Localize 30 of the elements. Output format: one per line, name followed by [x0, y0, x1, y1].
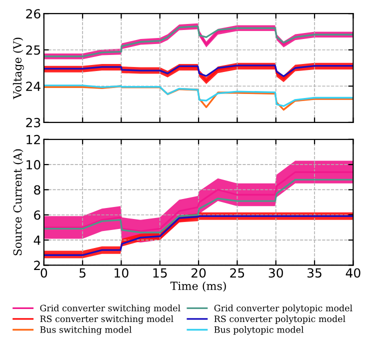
y-tick-label: 23	[26, 118, 40, 128]
x-tick-label: 40	[346, 268, 360, 278]
x-tick-label: 15	[153, 268, 167, 278]
y-tick-label: 8	[34, 185, 40, 195]
legend-label: Bus polytopic model	[214, 326, 304, 335]
x-tick-label: 10	[114, 268, 128, 278]
x-tick-label: 25	[230, 268, 244, 278]
legend-label: Bus switching model	[40, 326, 132, 335]
y-tick-label: 6	[34, 210, 40, 220]
y-tick-label: 12	[26, 134, 40, 144]
line-series	[44, 64, 354, 78]
legend-label: Grid converter polytopic model	[214, 304, 352, 314]
y-tick-label: 2	[34, 260, 40, 270]
y-tick-label: 4	[34, 236, 40, 245]
y-tick-label: 10	[26, 160, 40, 170]
legend-label: RS converter polytopic model	[214, 315, 346, 324]
y-axis-title: Source Current (A)	[13, 149, 24, 256]
legend-label: RS converter switching model	[40, 315, 174, 324]
legend-label: Grid converter switching model	[40, 304, 180, 314]
y-tick-label: 25	[26, 45, 40, 55]
x-tick-label: 20	[192, 268, 206, 278]
x-tick-label: 35	[308, 268, 322, 278]
x-axis-title: Time (ms)	[170, 281, 226, 292]
x-tick-label: 0	[40, 268, 48, 278]
y-tick-label: 26	[26, 9, 40, 19]
y-tick-label: 24	[26, 82, 40, 91]
y-axis-title: Voltage (V)	[12, 38, 24, 100]
x-tick-label: 30	[268, 268, 283, 278]
x-tick-label: 5	[80, 268, 86, 278]
line-series	[44, 84, 354, 107]
